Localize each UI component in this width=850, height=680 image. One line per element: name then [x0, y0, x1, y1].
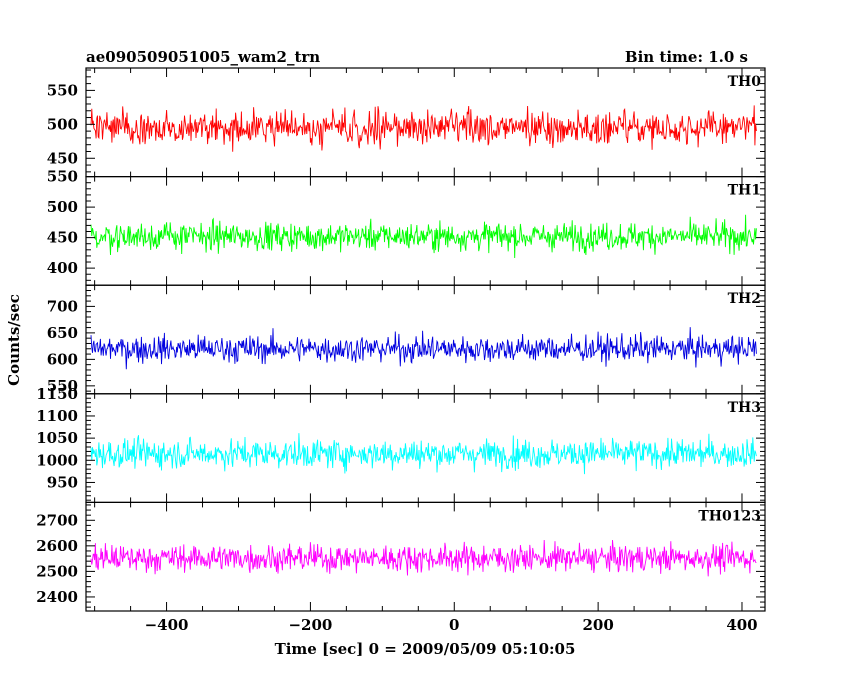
y-tick-label: 1000 [36, 451, 78, 469]
x-axis-label: Time [sec] 0 = 2009/05/09 05:10:05 [275, 640, 576, 658]
series-line-th0123 [90, 539, 757, 577]
y-tick-label: 2600 [36, 537, 78, 555]
x-tick-label: 0 [449, 616, 459, 634]
y-tick-label: 500 [47, 115, 78, 133]
chart-title: ae090509051005_wam2_trn [86, 48, 320, 66]
bin-time-label: Bin time: 1.0 s [625, 48, 748, 66]
series-line-th1 [90, 214, 757, 259]
y-tick-label: 2700 [36, 511, 78, 529]
y-tick-label: 450 [47, 229, 78, 247]
y-tick-label: 600 [47, 350, 78, 368]
y-tick-label: 700 [47, 297, 78, 315]
series-line-th2 [90, 327, 757, 370]
panels-group: TH0 450 500 550 TH1 400 450 500 550 TH2 550 600 650 7… [36, 67, 766, 634]
y-tick-label: 950 [47, 473, 78, 491]
y-tick-label: 1100 [36, 407, 78, 425]
panel-label-th2: TH2 [728, 291, 761, 307]
y-tick-label: 550 [47, 81, 78, 99]
panel-frame-th0123 [85, 501, 766, 612]
y-axis-label: Counts/sec [5, 294, 23, 386]
y-tick-label: 550 [47, 377, 78, 395]
x-tick-label: 400 [726, 616, 757, 634]
panel-label-th3: TH3 [728, 400, 761, 416]
y-tick-label: 1150 [36, 385, 78, 403]
y-tick-label: 550 [47, 168, 78, 186]
series-line-th0 [90, 105, 757, 152]
y-tick-label: 400 [47, 259, 78, 277]
y-tick-label: 450 [47, 149, 78, 167]
panel-frame-th2 [85, 284, 766, 395]
series-line-th3 [90, 433, 757, 475]
y-tick-label: 500 [47, 198, 78, 216]
y-tick-label: 650 [47, 324, 78, 342]
panel-label-th0: TH0 [728, 74, 762, 90]
y-tick-label: 2500 [36, 562, 78, 580]
panel-label-th0123: TH0123 [698, 508, 761, 524]
x-tick-label: −400 [145, 616, 189, 634]
y-tick-label: 1050 [36, 429, 78, 447]
x-tick-label: −200 [288, 616, 332, 634]
y-tick-label: 2400 [36, 588, 78, 606]
panel-label-th1: TH1 [728, 183, 761, 199]
x-tick-label: 200 [582, 616, 613, 634]
